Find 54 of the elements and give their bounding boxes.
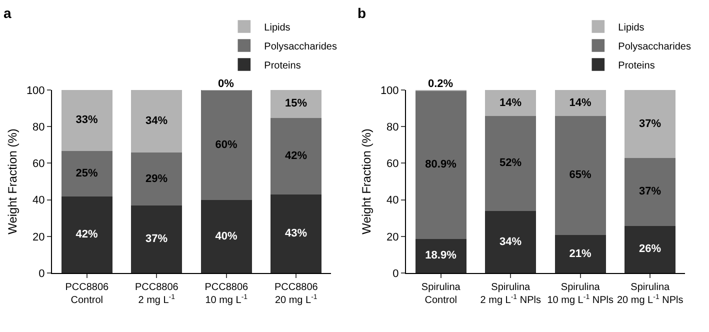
x-tick-label: Spirulina Control xyxy=(421,282,461,306)
data-label: 14% xyxy=(500,96,522,109)
data-label: 42% xyxy=(285,150,308,162)
y-tick-label: 0 xyxy=(38,268,45,280)
legend-label: Lipids xyxy=(618,22,644,34)
y-tick-label: 80 xyxy=(386,121,399,134)
legend-label: Polysaccharides xyxy=(618,41,691,52)
data-label: 15% xyxy=(285,98,308,110)
y-tick-label: 20 xyxy=(32,231,45,244)
legend-label: Polysaccharides xyxy=(264,41,337,52)
x-tick-label: PCC8806 20 mg L$^{-1}$ xyxy=(274,282,318,306)
legend-label: Proteins xyxy=(264,60,301,72)
data-label: 37% xyxy=(146,233,168,246)
x-tick-label: Spirulina 10 mg L$^{-1}$ NPls xyxy=(547,282,614,306)
y-tick-label: 20 xyxy=(386,231,399,244)
x-tick-label: PCC8806 Control xyxy=(65,282,109,306)
data-label: 25% xyxy=(76,167,98,180)
x-tick-label: Spirulina 2 mg L$^{-1}$ NPls xyxy=(480,282,541,306)
legend-label: Proteins xyxy=(618,60,655,72)
y-tick-label: 60 xyxy=(386,158,399,170)
y-axis-title: Weight Fraction (%) xyxy=(6,128,20,234)
legend-label: Lipids xyxy=(264,22,290,34)
chart-title: a xyxy=(4,5,12,22)
data-label: 37% xyxy=(639,118,662,130)
y-axis-title: Weight Fraction (%) xyxy=(360,128,374,234)
data-label: 34% xyxy=(500,236,522,248)
data-label: 14% xyxy=(569,96,592,109)
y-tick-label: 0 xyxy=(392,268,399,280)
data-label: 37% xyxy=(639,186,662,198)
data-label: 60% xyxy=(215,138,238,151)
chart-title: b xyxy=(358,5,366,22)
y-tick-label: 100 xyxy=(380,84,399,97)
y-tick-label: 40 xyxy=(32,194,45,207)
data-label: 80.9% xyxy=(425,158,457,170)
y-tick-label: 60 xyxy=(32,158,45,170)
y-tick-label: 80 xyxy=(32,121,45,134)
x-tick-label: PCC8806 2 mg L$^{-1}$ xyxy=(134,282,179,306)
data-label: 43% xyxy=(285,228,308,240)
data-label: 52% xyxy=(500,157,522,170)
data-label: 40% xyxy=(215,230,238,242)
x-tick-label: PCC8806 10 mg L$^{-1}$ xyxy=(204,282,248,306)
x-tick-label: Spirulina 20 mg L$^{-1}$ NPls xyxy=(616,282,684,306)
data-label: 33% xyxy=(76,114,98,126)
data-label: 18.9% xyxy=(425,250,457,262)
y-tick-label: 40 xyxy=(386,194,399,207)
data-label: 65% xyxy=(569,169,592,182)
data-label: 34% xyxy=(146,115,168,128)
data-label: 29% xyxy=(146,172,168,185)
data-label: 26% xyxy=(639,243,662,256)
data-label: 21% xyxy=(569,248,592,260)
data-label: 42% xyxy=(76,228,98,241)
data-label: 0% xyxy=(218,78,234,90)
y-tick-label: 100 xyxy=(26,84,45,97)
data-label: 0.2% xyxy=(428,78,454,90)
